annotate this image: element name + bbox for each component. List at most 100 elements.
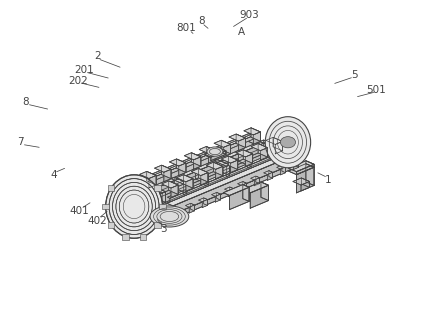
Polygon shape xyxy=(184,183,187,195)
Polygon shape xyxy=(174,177,187,193)
Polygon shape xyxy=(230,187,233,194)
Polygon shape xyxy=(221,156,238,163)
Polygon shape xyxy=(229,134,246,141)
Polygon shape xyxy=(238,151,251,167)
Polygon shape xyxy=(293,178,309,185)
Polygon shape xyxy=(243,184,249,202)
Polygon shape xyxy=(192,153,201,166)
Polygon shape xyxy=(252,134,254,139)
Polygon shape xyxy=(285,148,287,153)
Polygon shape xyxy=(170,161,300,220)
Polygon shape xyxy=(230,187,249,210)
Text: 401: 401 xyxy=(70,206,89,216)
Polygon shape xyxy=(135,134,254,184)
Ellipse shape xyxy=(150,206,189,227)
Polygon shape xyxy=(295,160,299,167)
Polygon shape xyxy=(214,162,223,176)
Polygon shape xyxy=(250,185,268,208)
Text: 4: 4 xyxy=(50,170,57,180)
Polygon shape xyxy=(266,137,282,144)
Polygon shape xyxy=(291,151,297,162)
Polygon shape xyxy=(176,159,186,172)
Polygon shape xyxy=(301,182,309,191)
Polygon shape xyxy=(235,151,251,157)
Polygon shape xyxy=(153,186,165,202)
Polygon shape xyxy=(281,167,286,175)
Polygon shape xyxy=(258,144,268,157)
Polygon shape xyxy=(162,192,165,204)
Polygon shape xyxy=(238,138,246,151)
Polygon shape xyxy=(297,167,314,193)
Text: 1: 1 xyxy=(325,175,331,185)
Polygon shape xyxy=(269,171,273,178)
Polygon shape xyxy=(162,181,178,188)
Text: 2: 2 xyxy=(94,51,101,62)
Polygon shape xyxy=(236,134,246,147)
Polygon shape xyxy=(214,160,230,166)
Polygon shape xyxy=(169,181,178,194)
Polygon shape xyxy=(170,149,287,202)
Polygon shape xyxy=(155,144,276,195)
Polygon shape xyxy=(266,153,271,160)
Polygon shape xyxy=(268,172,273,180)
Text: 8: 8 xyxy=(198,16,205,26)
Ellipse shape xyxy=(106,175,162,238)
Polygon shape xyxy=(293,161,299,169)
Polygon shape xyxy=(191,203,195,211)
Polygon shape xyxy=(225,187,233,191)
Polygon shape xyxy=(260,142,272,158)
Polygon shape xyxy=(211,193,220,196)
Polygon shape xyxy=(251,128,260,141)
Polygon shape xyxy=(216,166,223,179)
Circle shape xyxy=(280,137,295,148)
Polygon shape xyxy=(205,174,208,186)
Polygon shape xyxy=(204,198,208,206)
Polygon shape xyxy=(140,234,146,240)
Polygon shape xyxy=(214,140,231,147)
Polygon shape xyxy=(185,203,195,207)
Polygon shape xyxy=(228,156,238,169)
Polygon shape xyxy=(275,142,282,154)
Polygon shape xyxy=(288,161,314,172)
Polygon shape xyxy=(191,169,208,176)
Polygon shape xyxy=(169,159,186,166)
Polygon shape xyxy=(173,154,297,214)
Polygon shape xyxy=(167,151,297,206)
Polygon shape xyxy=(246,154,253,166)
Polygon shape xyxy=(201,173,208,185)
Ellipse shape xyxy=(207,147,223,156)
Text: 201: 201 xyxy=(74,65,94,75)
Polygon shape xyxy=(211,151,226,161)
Polygon shape xyxy=(249,133,255,144)
Polygon shape xyxy=(260,148,268,160)
Polygon shape xyxy=(277,165,286,169)
Polygon shape xyxy=(154,222,161,228)
Polygon shape xyxy=(179,163,186,175)
Polygon shape xyxy=(171,185,178,197)
Polygon shape xyxy=(253,132,260,144)
Polygon shape xyxy=(189,205,195,213)
Polygon shape xyxy=(184,175,193,188)
Polygon shape xyxy=(215,194,220,202)
Polygon shape xyxy=(228,189,233,197)
Text: 7: 7 xyxy=(18,137,24,147)
Text: A: A xyxy=(238,27,245,37)
Polygon shape xyxy=(202,200,208,208)
Polygon shape xyxy=(224,144,231,157)
Polygon shape xyxy=(217,193,220,200)
Polygon shape xyxy=(243,182,268,193)
Polygon shape xyxy=(149,175,156,188)
Polygon shape xyxy=(252,140,300,166)
Polygon shape xyxy=(251,144,268,151)
Polygon shape xyxy=(154,185,161,191)
Polygon shape xyxy=(206,162,223,169)
Polygon shape xyxy=(238,182,246,185)
Polygon shape xyxy=(221,140,231,154)
Polygon shape xyxy=(263,140,267,152)
Text: 402: 402 xyxy=(87,216,107,225)
Polygon shape xyxy=(248,156,251,168)
Polygon shape xyxy=(306,164,314,185)
Polygon shape xyxy=(125,133,255,188)
Polygon shape xyxy=(156,155,271,208)
Polygon shape xyxy=(226,165,230,177)
